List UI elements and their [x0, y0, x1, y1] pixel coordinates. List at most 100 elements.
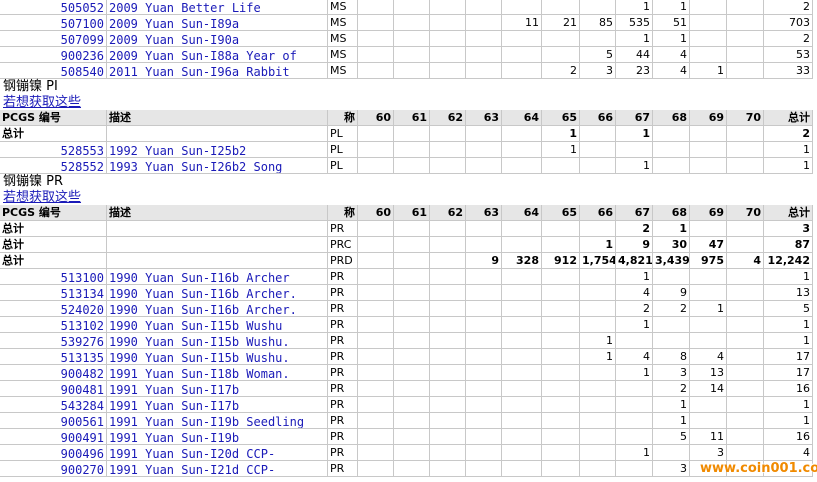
pcgs-number[interactable]: 900496: [0, 445, 107, 461]
pcgs-number[interactable]: 900491: [0, 429, 107, 445]
description[interactable]: 2009 Yuan Sun-I88a Year of: [107, 47, 328, 63]
pcgs-number[interactable]: 513100: [0, 269, 107, 285]
request-link[interactable]: 若想获取这些: [3, 190, 82, 205]
count: [430, 269, 466, 285]
description[interactable]: 1991 Yuan Sun-I18b Woman.: [107, 365, 328, 381]
count: [358, 333, 394, 349]
count: [580, 285, 616, 301]
row-total: 4: [764, 445, 813, 461]
request-link[interactable]: 若想获取这些: [3, 95, 82, 110]
count: 5: [580, 47, 616, 63]
pcgs-number[interactable]: 900482: [0, 365, 107, 381]
description[interactable]: 1991 Yuan Sun-I19b Seedling: [107, 413, 328, 429]
grade: PR: [328, 221, 358, 237]
description[interactable]: 1991 Yuan Sun-I20d CCP-: [107, 445, 328, 461]
count: 1: [653, 413, 690, 429]
count: [542, 0, 580, 15]
count: [430, 397, 466, 413]
count: [394, 349, 430, 365]
pcgs-number[interactable]: 513135: [0, 349, 107, 365]
description[interactable]: 1990 Yuan Sun-I15b Wushu.: [107, 349, 328, 365]
count: [466, 221, 502, 237]
count: 975: [690, 253, 727, 269]
description[interactable]: 1990 Yuan Sun-I15b Wushu.: [107, 333, 328, 349]
description[interactable]: 1990 Yuan Sun-I16b Archer: [107, 269, 328, 285]
count: 1: [580, 349, 616, 365]
pcgs-number[interactable]: 539276: [0, 333, 107, 349]
count: [358, 221, 394, 237]
section-heading: 钢镚镍 PR: [3, 174, 64, 189]
count: [727, 269, 764, 285]
data-row: 900496 1991 Yuan Sun-I20d CCP- PR 1 3 4: [0, 445, 813, 461]
count: [430, 126, 466, 142]
description[interactable]: 2009 Yuan Sun-I90a: [107, 31, 328, 47]
pcgs-number[interactable]: 524020: [0, 301, 107, 317]
description[interactable]: 1991 Yuan Sun-I19b: [107, 429, 328, 445]
pcgs-number[interactable]: 513134: [0, 285, 107, 301]
header-pcgs: PCGS 编号: [0, 110, 107, 126]
count: 3: [690, 445, 727, 461]
row-total: 12,242: [764, 253, 813, 269]
header-grade-number: 69: [690, 205, 727, 221]
count: 1: [616, 365, 653, 381]
description[interactable]: 2009 Yuan Sun-I89a: [107, 15, 328, 31]
grade: PR: [328, 381, 358, 397]
pcgs-number[interactable]: 900236: [0, 47, 107, 63]
count: [394, 429, 430, 445]
row-total: 1: [764, 158, 813, 174]
data-row: 505052 2009 Yuan Better Life MS 1 1 2: [0, 0, 813, 15]
description[interactable]: 1992 Yuan Sun-I25b2: [107, 142, 328, 158]
count: [430, 317, 466, 333]
count: 4: [653, 63, 690, 79]
pcgs-number[interactable]: 528552: [0, 158, 107, 174]
count: [466, 301, 502, 317]
count: [502, 142, 542, 158]
description[interactable]: 1991 Yuan Sun-I21d CCP-: [107, 461, 328, 477]
count: [616, 461, 653, 477]
count: [430, 158, 466, 174]
count: [358, 237, 394, 253]
count: 1: [653, 397, 690, 413]
pcgs-number[interactable]: 507099: [0, 31, 107, 47]
data-row: 900236 2009 Yuan Sun-I88a Year of MS 5 44 4 53: [0, 47, 813, 63]
description[interactable]: 1990 Yuan Sun-I16b Archer.: [107, 301, 328, 317]
count: 23: [616, 63, 653, 79]
description[interactable]: 1991 Yuan Sun-I17b: [107, 397, 328, 413]
pcgs-number[interactable]: 543284: [0, 397, 107, 413]
header-grade-number: 61: [394, 110, 430, 126]
pcgs-number[interactable]: 513102: [0, 317, 107, 333]
pcgs-number: 总计: [0, 221, 107, 237]
pcgs-number[interactable]: 900270: [0, 461, 107, 477]
pcgs-number[interactable]: 900481: [0, 381, 107, 397]
count: [394, 221, 430, 237]
description[interactable]: 1993 Yuan Sun-I26b2 Song: [107, 158, 328, 174]
row-total: [764, 461, 813, 477]
count: [502, 333, 542, 349]
pcgs-number[interactable]: 505052: [0, 0, 107, 15]
pcgs-number[interactable]: 507100: [0, 15, 107, 31]
count: [394, 445, 430, 461]
count: [430, 413, 466, 429]
count: [394, 333, 430, 349]
count: [394, 285, 430, 301]
description[interactable]: 1991 Yuan Sun-I17b: [107, 381, 328, 397]
count: [653, 142, 690, 158]
count: [358, 126, 394, 142]
grade: PR: [328, 349, 358, 365]
description[interactable]: 2011 Yuan Sun-I96a Rabbit: [107, 63, 328, 79]
count: [542, 31, 580, 47]
count: [358, 47, 394, 63]
description[interactable]: 1990 Yuan Sun-I15b Wushu: [107, 317, 328, 333]
count: [542, 365, 580, 381]
description[interactable]: 1990 Yuan Sun-I16b Archer.: [107, 285, 328, 301]
pcgs-number[interactable]: 528553: [0, 142, 107, 158]
description[interactable]: 2009 Yuan Better Life: [107, 0, 328, 15]
count: 4: [616, 285, 653, 301]
count: 1: [616, 317, 653, 333]
count: [580, 158, 616, 174]
pcgs-number[interactable]: 508540: [0, 63, 107, 79]
pcgs-number[interactable]: 900561: [0, 413, 107, 429]
count: [542, 269, 580, 285]
count: [727, 221, 764, 237]
count: [394, 301, 430, 317]
